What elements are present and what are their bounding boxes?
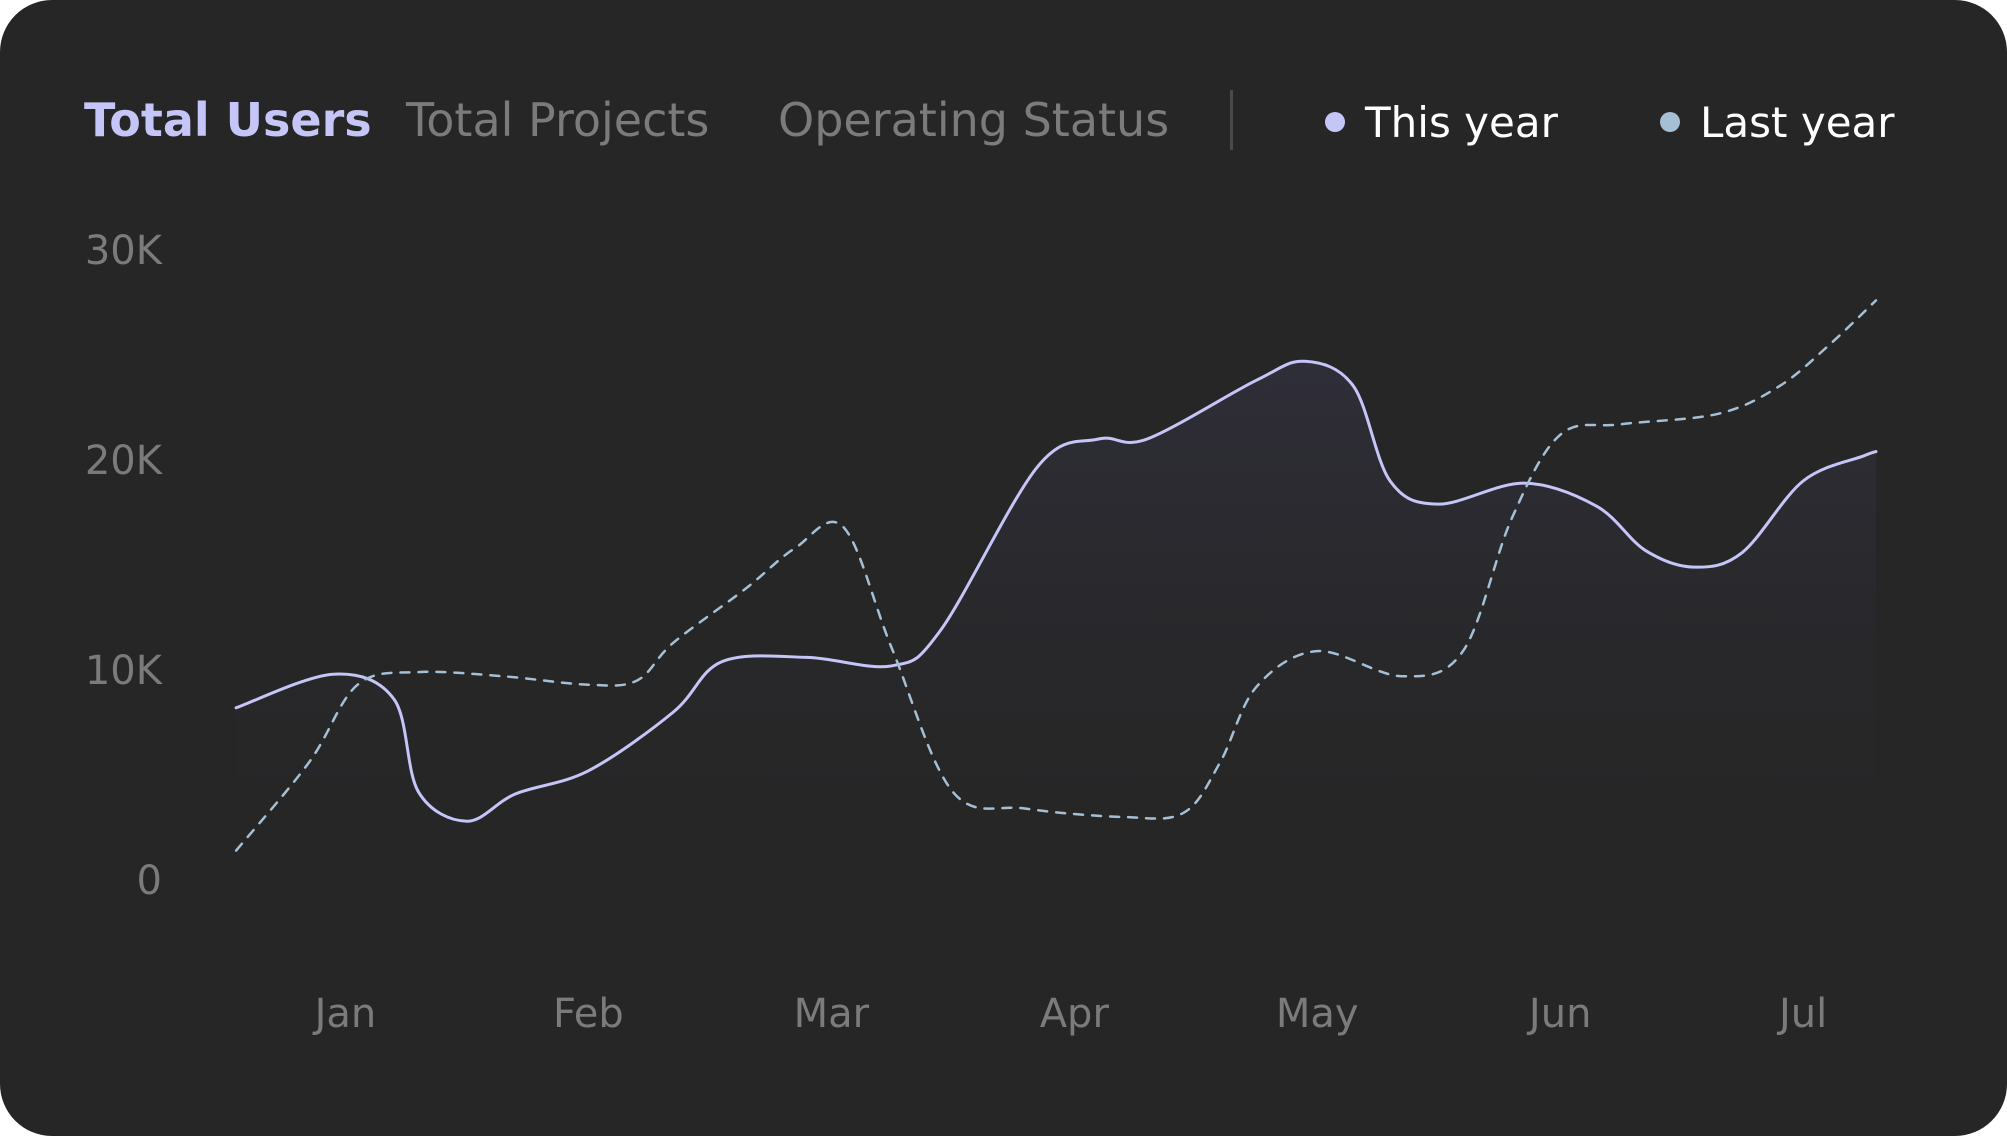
y-tick-label: 0 bbox=[137, 858, 162, 904]
y-axis: 0 10K 20K 30K bbox=[85, 228, 164, 904]
legend-item-last-year: Last year bbox=[1660, 94, 1895, 150]
legend-dot-last-year bbox=[1660, 112, 1680, 132]
x-axis: Jan Feb Mar Apr May Jun Jul bbox=[312, 991, 1828, 1037]
x-tick-label: May bbox=[1276, 991, 1359, 1037]
x-tick-label: Mar bbox=[794, 991, 870, 1037]
legend-label-last-year: Last year bbox=[1700, 97, 1895, 147]
last-year-line bbox=[234, 299, 1878, 852]
x-tick-label: Apr bbox=[1040, 991, 1110, 1037]
legend-dot-this-year bbox=[1325, 112, 1345, 132]
y-tick-label: 10K bbox=[85, 648, 164, 694]
tab-operating-status[interactable]: Operating Status bbox=[778, 93, 1170, 147]
x-tick-label: Feb bbox=[553, 991, 624, 1037]
tab-total-users[interactable]: Total Users bbox=[84, 93, 372, 147]
tab-total-projects[interactable]: Total Projects bbox=[406, 93, 710, 147]
x-tick-label: Jun bbox=[1526, 991, 1592, 1037]
this-year-line bbox=[234, 359, 1878, 823]
x-tick-label: Jul bbox=[1776, 991, 1827, 1037]
series-layer bbox=[234, 299, 1878, 852]
this-year-area bbox=[236, 361, 1877, 880]
legend-item-this-year: This year bbox=[1325, 94, 1558, 150]
y-tick-label: 30K bbox=[85, 228, 164, 274]
tab-legend-divider bbox=[1230, 90, 1233, 150]
this-year-area-layer bbox=[236, 361, 1877, 880]
legend-label-this-year: This year bbox=[1365, 97, 1558, 147]
y-tick-label: 20K bbox=[85, 438, 164, 484]
x-tick-label: Jan bbox=[312, 991, 377, 1037]
